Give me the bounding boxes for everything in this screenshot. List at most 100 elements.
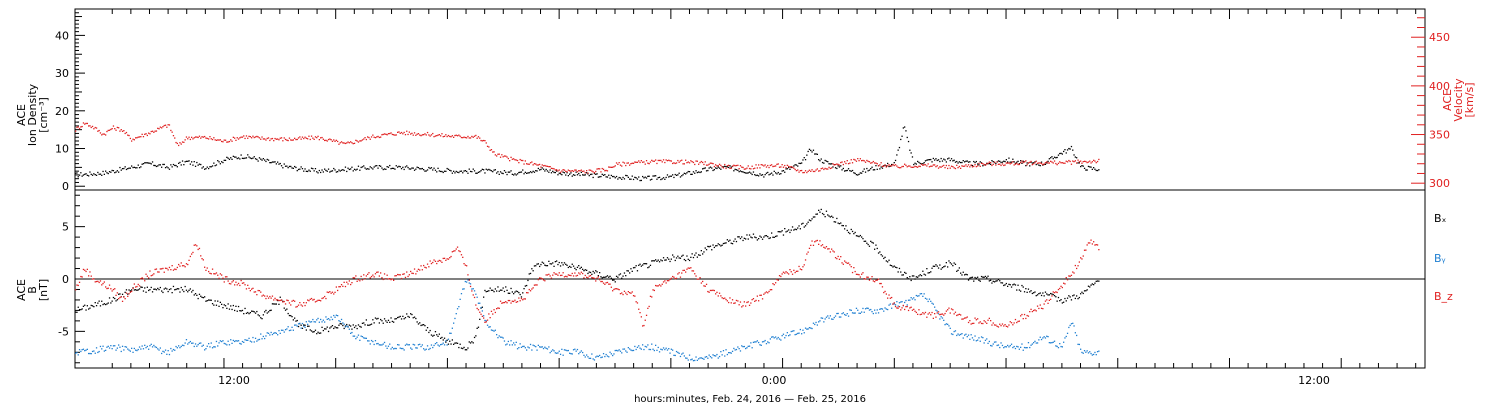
series-b2-point-276: [434, 260, 437, 262]
series-b2-point-628: [893, 302, 895, 304]
series-b0-point-153: [274, 303, 276, 305]
series-b0-point-711: [1001, 282, 1004, 284]
series-b2-point-686: [969, 320, 971, 322]
series-b1-point-40: [127, 348, 129, 350]
series-b0-point-752: [1055, 296, 1057, 298]
series-b2-point-111: [219, 273, 221, 275]
series-b1-point-154: [275, 332, 277, 334]
series-t0-point-785: [1098, 169, 1100, 171]
series-b0-point-309: [477, 326, 480, 328]
series-t1-point-265: [420, 135, 422, 137]
series-b0-point-641: [910, 279, 912, 282]
series-b2-point-326: [499, 300, 502, 302]
series-b1-point-779: [1090, 352, 1092, 355]
series-t0-point-664: [940, 157, 942, 160]
series-b2-point-566: [812, 244, 815, 246]
series-t0-point-104: [210, 166, 212, 168]
series-b2-point-647: [918, 309, 920, 311]
series-b1-point-223: [365, 337, 367, 339]
series-t1-point-517: [748, 167, 751, 170]
series-t0-point-739: [1038, 164, 1040, 166]
series-b0-point-745: [1046, 293, 1048, 295]
series-b1-point-556: [799, 328, 801, 331]
series-b2-point-129: [243, 282, 245, 284]
series-b2-point-271: [428, 266, 430, 268]
series-t1-point-105: [211, 138, 214, 141]
series-b1-point-545: [785, 334, 787, 337]
series-b0-point-258: [411, 313, 413, 316]
series-t1-point-205: [342, 142, 344, 144]
series-b1-point-110: [218, 342, 220, 344]
series-t1-point-128: [241, 136, 244, 138]
series-t0-point-407: [605, 176, 607, 178]
series-b1-point-378: [567, 349, 569, 352]
series-t1-point-770: [1078, 161, 1080, 163]
series-t1-point-178: [307, 138, 309, 140]
series-t0-point-392: [586, 172, 588, 174]
series-b2-point-726: [1021, 313, 1023, 316]
series-t0-point-107: [214, 165, 216, 167]
series-b1-point-362: [546, 348, 549, 350]
series-b1-point-523: [756, 340, 758, 342]
series-t0-point-48: [137, 164, 139, 166]
series-b0-point-700: [987, 275, 989, 277]
series-b0-point-464: [679, 257, 682, 259]
series-b2-point-11: [89, 271, 91, 273]
series-t1-point-213: [352, 143, 354, 145]
series-t0-point-53: [144, 162, 146, 164]
series-t1-point-295: [459, 135, 461, 137]
series-b1-point-144: [262, 335, 264, 338]
series-t1-point-628: [893, 164, 895, 167]
series-b0-point-664: [940, 268, 942, 270]
series-b1-point-56: [148, 348, 150, 350]
series-b2-point-575: [824, 247, 826, 249]
series-b1-point-691: [975, 340, 977, 342]
series-b2-point-562: [807, 251, 809, 253]
series-t0-point-518: [750, 172, 752, 174]
series-b0-point-492: [716, 245, 718, 247]
series-t0-point-35: [120, 169, 122, 171]
series-b2-point-152: [273, 299, 275, 301]
series-b1-point-634: [901, 301, 903, 303]
series-b2-point-641: [910, 306, 912, 308]
series-b2-point-625: [889, 297, 891, 299]
series-t0-point-96: [200, 163, 202, 166]
series-b1-point-772: [1081, 351, 1083, 354]
series-t0-point-305: [472, 168, 474, 170]
series-t1-point-595: [850, 159, 852, 161]
series-t1-point-717: [1009, 163, 1011, 165]
series-t1-point-513: [743, 168, 745, 170]
density-axis-label-line-1: Ion Density: [26, 83, 39, 146]
series-b0-point-566: [812, 216, 815, 218]
series-b0-point-507: [735, 240, 738, 243]
series-b0-point-340: [518, 292, 520, 294]
series-b0-point-294: [458, 346, 460, 349]
series-b0-point-518: [750, 236, 752, 238]
series-b1-point-229: [373, 343, 375, 346]
series-t1-point-569: [816, 168, 818, 170]
series-b1-point-172: [299, 322, 301, 324]
series-b1-point-216: [356, 336, 358, 338]
series-b0-point-338: [515, 290, 517, 292]
series-b0-point-431: [636, 270, 639, 272]
series-b1-point-551: [793, 330, 795, 332]
series-b0-point-541: [780, 231, 782, 233]
series-b1-point-373: [561, 348, 563, 350]
series-t1-point-712: [1003, 164, 1005, 167]
series-b2-point-685: [967, 321, 970, 324]
series-b2-point-639: [907, 309, 910, 312]
series-t1-point-62: [155, 130, 158, 132]
series-t0-point-5: [81, 175, 83, 177]
series-b2-point-269: [425, 267, 427, 269]
series-t0-point-56: [148, 162, 150, 164]
series-t1-point-342: [520, 159, 523, 162]
series-b0-point-321: [493, 291, 495, 293]
series-t1-point-196: [330, 139, 332, 141]
series-b0-point-504: [731, 243, 734, 245]
series-t0-point-274: [432, 169, 434, 171]
series-b0-point-145: [264, 311, 266, 313]
series-b2-point-538: [776, 278, 778, 281]
series-t0-point-227: [370, 167, 373, 169]
series-b0-point-402: [599, 272, 601, 274]
series-t0-point-85: [185, 160, 188, 162]
